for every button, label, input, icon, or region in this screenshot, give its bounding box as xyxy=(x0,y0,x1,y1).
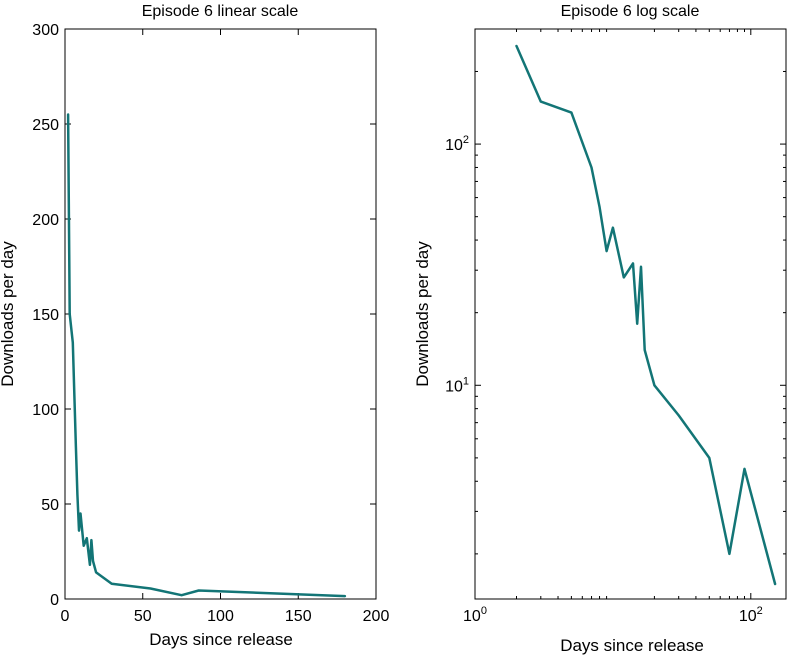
downloads-series-line xyxy=(515,44,777,586)
tick-label: 100 xyxy=(32,402,59,419)
tick-label: 200 xyxy=(363,608,390,625)
plot-frame xyxy=(474,28,787,600)
y-axis-label: Downloads per day xyxy=(413,241,432,387)
log-scale-chart: Episode 6 log scale 100 102 101 102 Days si… xyxy=(413,3,787,655)
tick-label: 102 xyxy=(739,605,763,625)
tick-label: 100 xyxy=(207,608,234,625)
tick-label: 250 xyxy=(32,117,59,134)
tick-label: 0 xyxy=(61,608,70,625)
tick-label: 101 xyxy=(445,375,469,395)
tick-label: 50 xyxy=(134,608,152,625)
tick-label: 50 xyxy=(41,497,59,514)
linear-scale-chart: Episode 6 linear scale 0 50 100 150 200 0 50 10… xyxy=(0,3,389,649)
chart-title: Episode 6 log scale xyxy=(561,3,700,20)
tick-label: 300 xyxy=(32,22,59,39)
tick-label: 200 xyxy=(32,212,59,229)
x-axis-label: Days since release xyxy=(560,636,704,655)
chart-title: Episode 6 linear scale xyxy=(142,3,299,20)
tick-label: 0 xyxy=(50,592,59,609)
downloads-series-line xyxy=(66,113,347,598)
tick-label: 100 xyxy=(463,605,487,625)
plot-frame xyxy=(64,28,377,600)
tick-label: 102 xyxy=(445,134,469,154)
x-axis-label: Days since release xyxy=(149,630,293,649)
tick-label: 150 xyxy=(32,307,59,324)
y-axis-label: Downloads per day xyxy=(0,241,17,387)
tick-label: 150 xyxy=(285,608,312,625)
